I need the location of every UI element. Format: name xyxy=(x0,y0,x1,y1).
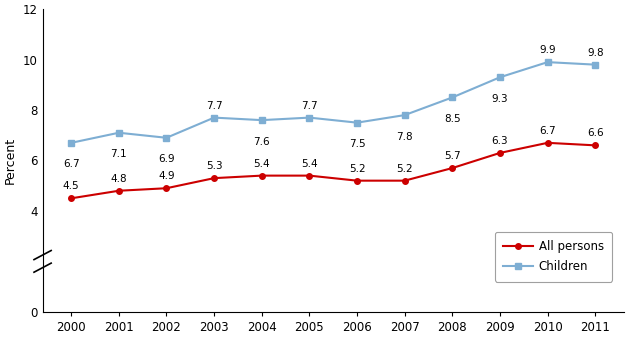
Text: 5.3: 5.3 xyxy=(206,161,222,171)
Children xyxy=(544,60,551,64)
Text: 6.7: 6.7 xyxy=(63,160,80,169)
All persons xyxy=(592,143,599,147)
Text: 5.2: 5.2 xyxy=(349,164,365,174)
Children xyxy=(67,141,75,145)
Text: 6.9: 6.9 xyxy=(158,154,175,165)
Children xyxy=(258,118,266,122)
Text: 5.2: 5.2 xyxy=(396,164,413,174)
Text: 5.4: 5.4 xyxy=(301,159,318,169)
Children xyxy=(354,121,361,125)
Text: 7.6: 7.6 xyxy=(254,137,270,147)
Children xyxy=(401,113,408,117)
Text: 7.1: 7.1 xyxy=(111,149,127,160)
All persons xyxy=(401,179,408,183)
Text: 9.3: 9.3 xyxy=(492,94,508,104)
Text: 9.9: 9.9 xyxy=(539,45,556,55)
Text: 9.8: 9.8 xyxy=(587,48,604,58)
Y-axis label: Percent: Percent xyxy=(4,137,17,184)
Text: 7.7: 7.7 xyxy=(301,101,318,111)
Children xyxy=(496,75,504,79)
Text: 4.5: 4.5 xyxy=(63,182,80,191)
Children xyxy=(592,63,599,67)
All persons xyxy=(306,174,313,178)
Text: 7.5: 7.5 xyxy=(349,139,365,149)
All persons xyxy=(448,166,456,170)
Text: 7.8: 7.8 xyxy=(396,132,413,142)
Children xyxy=(115,131,122,135)
Children xyxy=(210,116,218,120)
All persons xyxy=(67,196,75,200)
All persons xyxy=(115,189,122,193)
Line: Children: Children xyxy=(68,59,598,146)
Legend: All persons, Children: All persons, Children xyxy=(495,232,612,282)
Text: 6.6: 6.6 xyxy=(587,128,604,138)
Line: All persons: All persons xyxy=(68,140,598,201)
All persons xyxy=(354,179,361,183)
Text: 4.8: 4.8 xyxy=(111,174,127,184)
All persons xyxy=(496,151,504,155)
Text: 5.7: 5.7 xyxy=(444,151,460,161)
Text: 8.5: 8.5 xyxy=(444,114,460,124)
Children xyxy=(163,136,170,140)
Children xyxy=(448,95,456,99)
Text: 7.7: 7.7 xyxy=(206,101,222,111)
All persons xyxy=(163,186,170,190)
Children xyxy=(306,116,313,120)
Text: 6.3: 6.3 xyxy=(492,136,508,146)
Text: 6.7: 6.7 xyxy=(539,126,556,136)
All persons xyxy=(544,141,551,145)
All persons xyxy=(258,174,266,178)
All persons xyxy=(210,176,218,180)
Text: 5.4: 5.4 xyxy=(254,159,270,169)
Text: 4.9: 4.9 xyxy=(158,171,175,181)
